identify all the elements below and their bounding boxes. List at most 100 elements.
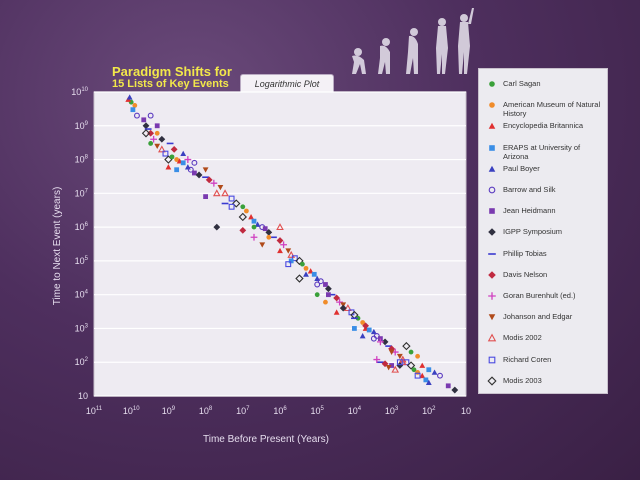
data-point <box>377 338 384 346</box>
x-tick-label: 10 <box>461 406 471 416</box>
y-tick-label: 10 <box>78 391 88 401</box>
data-point <box>391 365 400 373</box>
data-point <box>317 278 324 285</box>
legend-marker <box>488 228 496 237</box>
y-tick-label: 104 <box>75 290 89 300</box>
x-tick-label: 109 <box>162 406 176 416</box>
data-point <box>385 345 393 347</box>
data-point <box>324 285 332 293</box>
data-point <box>333 294 341 302</box>
x-tick-label: 103 <box>385 406 399 416</box>
data-point <box>254 221 261 227</box>
legend-marker <box>488 252 496 255</box>
data-point <box>150 135 157 143</box>
data-point <box>238 212 247 222</box>
data-point <box>141 129 151 138</box>
legend-item: Jean Heidmann <box>487 206 603 216</box>
legend-marker <box>487 376 497 386</box>
legend-marker-shape <box>488 165 496 172</box>
data-point <box>325 292 331 298</box>
data-point <box>147 112 154 119</box>
legend-item: Encyclopedia Britannica <box>487 121 603 131</box>
data-point <box>276 223 284 231</box>
legend-item-label: Barrow and Silk <box>503 185 556 194</box>
data-point <box>142 122 150 130</box>
data-point <box>396 359 403 366</box>
data-point <box>351 317 358 320</box>
data-point <box>205 176 213 184</box>
legend-item-label: Davis Nelson <box>503 269 548 279</box>
data-point <box>445 383 451 389</box>
legend-item: Modis 2002 <box>487 333 603 343</box>
data-point <box>366 327 372 333</box>
legend-marker <box>488 270 496 279</box>
legend-item: Barrow and Silk <box>487 185 603 195</box>
legend-item-label: Jean Heidmann <box>503 206 556 216</box>
x-axis-label: Time Before Present (Years) <box>203 434 329 445</box>
legend-marker <box>489 81 495 87</box>
data-point <box>288 258 294 264</box>
legend-item-label: Carl Sagan <box>503 79 541 88</box>
legend-item: Phillip Tobias <box>487 249 603 259</box>
data-point <box>248 214 254 220</box>
x-tick-label: 106 <box>273 406 287 416</box>
data-point <box>232 199 241 208</box>
data-point <box>311 271 317 277</box>
data-point <box>336 298 343 306</box>
data-point <box>389 363 394 368</box>
data-points <box>125 94 459 394</box>
data-point <box>244 208 249 214</box>
data-point <box>370 335 377 342</box>
legend-item: Goran Burenhult (ed.) <box>487 291 603 301</box>
legend-marker <box>488 356 496 363</box>
data-point <box>415 369 421 375</box>
x-tick-label: 102 <box>422 406 436 416</box>
data-point <box>408 349 414 355</box>
data-point <box>402 341 411 351</box>
data-point <box>169 154 175 160</box>
x-tick-label: 104 <box>348 406 362 416</box>
legend-marker <box>487 333 497 342</box>
data-point <box>141 117 147 123</box>
legend-marker-shape <box>489 102 495 108</box>
legend-item-label: Richard Coren <box>503 354 552 364</box>
legend-item: Carl Sagan <box>487 79 603 89</box>
data-point <box>406 361 416 370</box>
legend-marker-shape <box>488 252 496 255</box>
legend-marker-shape <box>489 208 495 214</box>
data-point <box>285 248 292 254</box>
data-point <box>411 367 417 373</box>
data-point <box>414 372 421 379</box>
legend-marker <box>488 165 496 172</box>
data-point <box>415 353 421 359</box>
data-point <box>148 141 154 146</box>
legend-marker-shape <box>488 356 496 363</box>
legend-marker-shape <box>487 333 497 342</box>
data-point <box>377 361 384 364</box>
data-point <box>202 176 209 179</box>
legend-marker-shape <box>488 228 496 237</box>
data-point <box>147 129 155 137</box>
data-point <box>251 224 257 230</box>
data-point <box>212 189 221 197</box>
legend-item: Modis 2003 <box>487 376 603 386</box>
data-point <box>130 107 136 113</box>
legend-marker-shape <box>488 186 496 194</box>
legend-marker <box>488 186 496 194</box>
slide-title-line-2: 15 Lists of Key Events <box>112 78 229 90</box>
x-tick-label: 107 <box>236 406 250 416</box>
legend-marker-shape <box>489 144 495 151</box>
legend-marker-shape <box>487 376 497 386</box>
data-point <box>314 281 321 288</box>
data-point <box>240 204 246 210</box>
data-point <box>285 261 292 268</box>
data-point <box>451 386 459 394</box>
x-tick-label: 1011 <box>86 406 103 416</box>
data-point <box>154 130 160 136</box>
legend-marker <box>488 292 496 300</box>
data-point <box>170 145 178 153</box>
data-point <box>437 372 443 379</box>
x-tick-label: 1010 <box>123 406 140 416</box>
data-point <box>276 237 284 244</box>
legend-marker <box>488 314 496 321</box>
